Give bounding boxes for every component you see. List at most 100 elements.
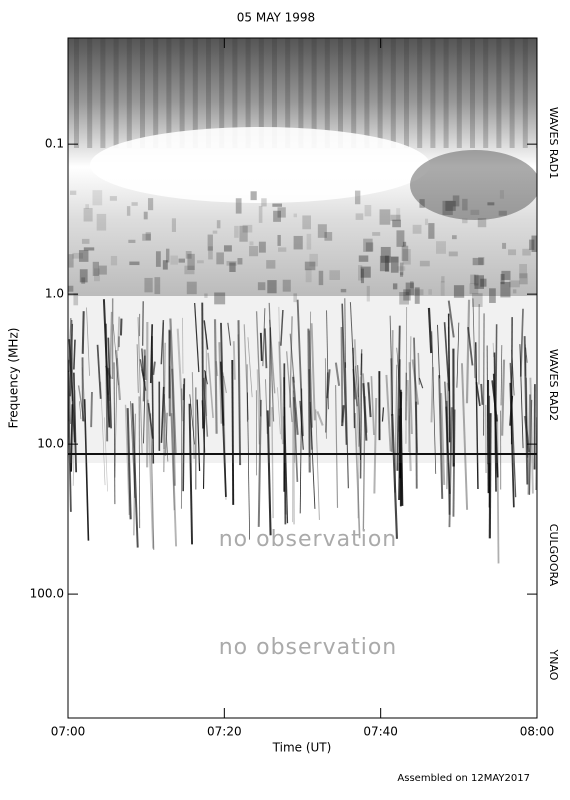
rad2-burst (160, 386, 165, 443)
rad1-speck (154, 277, 161, 295)
rad1-speck (522, 248, 531, 256)
rad2-burst (72, 372, 78, 473)
rad2-burst (231, 360, 235, 505)
rad2-burst (354, 412, 361, 539)
rad1-speck (396, 230, 405, 247)
rad2-burst (480, 383, 484, 405)
rad1-speck (261, 198, 267, 207)
rad2-burst (299, 400, 304, 450)
rad1-speck (110, 255, 118, 266)
rad2-burst (511, 349, 515, 396)
rad1-speck (69, 190, 77, 195)
rad1-speck (237, 258, 243, 265)
rad2-burst (370, 376, 375, 436)
rad1-speck (128, 239, 136, 243)
rad2-burst (438, 375, 444, 499)
rad1-speck (178, 258, 185, 263)
rad1-speck (273, 210, 281, 222)
rad2-burst (340, 326, 344, 423)
rad2-burst (443, 322, 450, 392)
rad1-speck (235, 198, 242, 214)
rad1-speck (428, 289, 432, 295)
rad2-burst (163, 342, 166, 473)
rad1-speck (396, 208, 401, 220)
rad1-speck (473, 274, 479, 286)
rad2-burst (277, 387, 281, 435)
x-tick-label: 07:00 (51, 725, 86, 739)
rad1-stripe (351, 38, 357, 148)
rad1-speck (272, 203, 283, 207)
rad1-speck (184, 265, 195, 275)
rad2-burst (151, 336, 155, 464)
rad2-burst (227, 322, 232, 346)
rad2-burst (86, 307, 90, 376)
rad2-burst (486, 345, 489, 465)
rad2-burst (181, 317, 184, 374)
rad1-speck (98, 265, 107, 275)
rad2-burst (357, 365, 361, 461)
rad2-burst (475, 342, 479, 490)
rad2-burst (525, 347, 528, 363)
chart-title: 05 MAY 1998 (237, 11, 315, 25)
rad2-burst (81, 311, 85, 354)
rad1-speck (401, 245, 409, 261)
rad1-stripe (179, 38, 185, 148)
rad1-speck (305, 268, 312, 283)
rad2-burst (202, 371, 206, 489)
rad2-burst (385, 374, 392, 452)
rad2-burst (296, 299, 304, 437)
rad2-burst (452, 409, 456, 517)
rad1-speck (414, 289, 424, 296)
rad2-burst (170, 413, 178, 547)
rad2-burst (112, 324, 119, 386)
rad1-stripe (390, 38, 396, 148)
rad1-stripe (245, 38, 251, 148)
rad2-burst (218, 342, 223, 424)
rad2-burst (222, 372, 227, 394)
rad2-burst (408, 336, 412, 452)
rad2-burst (528, 399, 533, 495)
rad2-burst (70, 404, 74, 472)
rad2-burst (114, 358, 118, 478)
rad1-speck (249, 241, 254, 246)
rad1-speck (79, 269, 88, 283)
rad2-burst (143, 381, 146, 444)
rad1-speck (142, 233, 151, 241)
rad1-stripe (338, 38, 343, 148)
rad1-stripe (430, 38, 436, 148)
rad2-burst (136, 344, 139, 393)
rad2-burst (472, 298, 476, 379)
rad1-speck (390, 256, 399, 273)
rad2-burst (437, 324, 440, 379)
x-axis-label: Time (UT) (272, 741, 332, 755)
rad2-burst (278, 341, 285, 445)
rad1-speck (389, 256, 399, 263)
y-tick-label: 10.0 (37, 437, 64, 451)
rad1-speck (242, 224, 253, 233)
rad1-speck (501, 270, 511, 280)
rad1-stripe (140, 38, 145, 148)
rad2-burst (152, 361, 156, 375)
rad2-burst (344, 298, 347, 368)
rad2-burst (83, 399, 90, 541)
rad1-speck (419, 199, 425, 208)
rad2-burst (138, 396, 141, 529)
rad1-speck (366, 285, 370, 302)
rad1-speck (258, 205, 263, 223)
rad2-burst (115, 350, 121, 401)
rad2-burst (523, 336, 529, 485)
rad1-stripe (126, 38, 132, 148)
rad1-speck (470, 274, 476, 285)
rad1-speck (452, 195, 460, 207)
panel-label: YNAO (547, 649, 560, 681)
rad1-speck (309, 253, 318, 267)
rad1-speck (363, 238, 373, 252)
rad1-speck (81, 238, 90, 244)
rad2-burst (326, 369, 331, 399)
rad2-burst (194, 302, 200, 373)
rad2-burst (268, 327, 271, 427)
rad2-burst (142, 355, 146, 402)
rad2-burst (411, 359, 420, 405)
rad1-speck (212, 230, 218, 234)
rad2-burst (237, 320, 242, 465)
